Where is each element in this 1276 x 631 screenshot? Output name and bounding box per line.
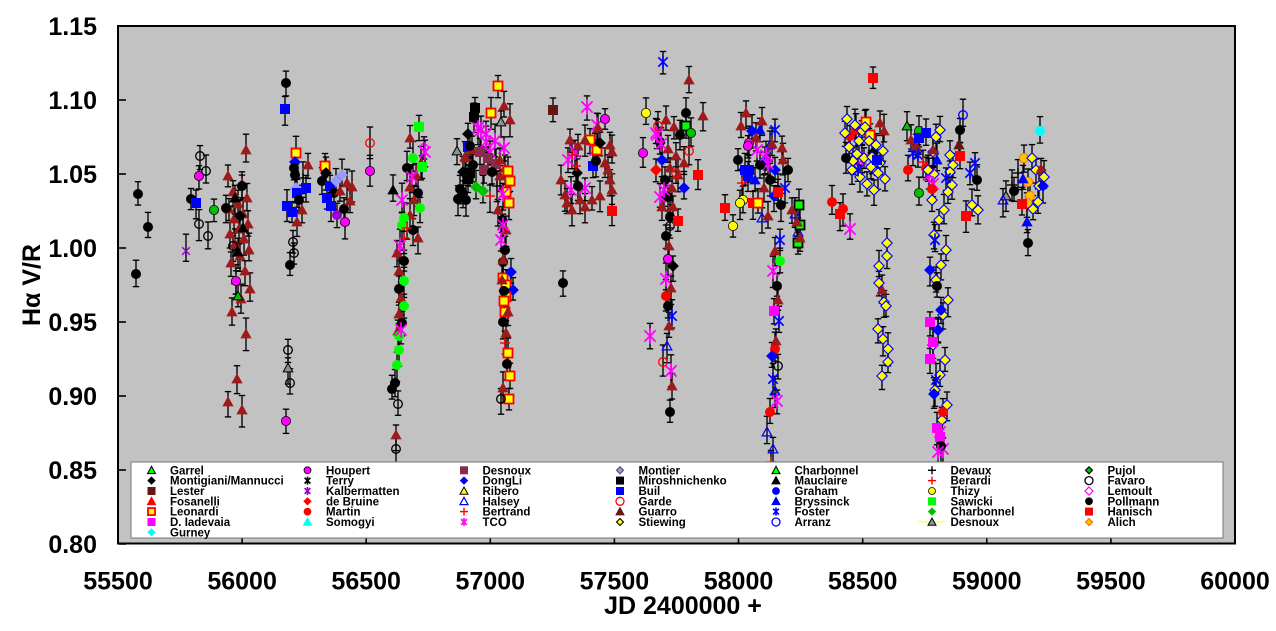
svg-text:D. Iadevaia: D. Iadevaia [170,517,231,529]
svg-text:JD 2400000 +: JD 2400000 + [604,592,762,620]
svg-text:Pollmann: Pollmann [1108,496,1160,508]
svg-text:0.85: 0.85 [48,457,97,485]
svg-text:Lemoult: Lemoult [1108,486,1153,498]
svg-text:Buil: Buil [639,486,661,498]
svg-text:Garde: Garde [639,496,672,508]
svg-text:Graham: Graham [795,486,838,498]
svg-text:1.00: 1.00 [48,235,97,263]
svg-text:Montier: Montier [639,465,681,477]
svg-text:Garrel: Garrel [170,465,204,477]
svg-text:60000: 60000 [1200,568,1270,596]
svg-text:Ribero: Ribero [483,486,519,498]
svg-text:Foster: Foster [795,507,831,519]
svg-text:Kalbermatten: Kalbermatten [326,486,400,498]
svg-text:Guarro: Guarro [639,507,677,519]
svg-text:Martin: Martin [326,507,361,519]
svg-text:57500: 57500 [580,568,650,596]
svg-text:1.05: 1.05 [48,161,97,189]
svg-text:1.15: 1.15 [48,13,97,41]
svg-text:Stiewing: Stiewing [639,517,686,529]
svg-text:58000: 58000 [704,568,774,596]
svg-text:TCO: TCO [483,517,507,529]
svg-text:56500: 56500 [331,568,401,596]
svg-text:Pujol: Pujol [1108,465,1136,477]
svg-text:Alich: Alich [1108,517,1136,529]
svg-text:Somogyi: Somogyi [326,517,375,529]
svg-text:0.80: 0.80 [48,531,97,559]
svg-text:Leonardi: Leonardi [170,507,219,519]
svg-text:1.10: 1.10 [48,87,97,115]
svg-text:56000: 56000 [207,568,277,596]
svg-text:Favaro: Favaro [1108,476,1146,488]
svg-text:55500: 55500 [83,568,153,596]
svg-text:Hanisch: Hanisch [1108,507,1153,519]
svg-text:Montigiani/Mannucci: Montigiani/Mannucci [170,476,284,488]
svg-text:57000: 57000 [456,568,526,596]
svg-text:Hα V/R: Hα V/R [18,244,46,326]
svg-text:Fosanelli: Fosanelli [170,496,220,508]
svg-text:de Bruine: de Bruine [326,496,379,508]
svg-text:Gurney: Gurney [170,527,211,539]
svg-text:Devaux: Devaux [951,465,993,477]
svg-text:Thizy: Thizy [951,486,981,498]
svg-text:Desnoux: Desnoux [483,465,532,477]
svg-text:Desnoux: Desnoux [951,517,1000,529]
svg-text:Mauclaire: Mauclaire [795,476,848,488]
svg-text:Bertrand: Bertrand [483,507,531,519]
svg-text:Houpert: Houpert [326,465,370,477]
svg-text:Terry: Terry [326,476,355,488]
svg-text:Berardi: Berardi [951,476,991,488]
svg-text:58500: 58500 [828,568,898,596]
svg-text:Bryssinck: Bryssinck [795,496,851,508]
svg-text:Sawicki: Sawicki [951,496,993,508]
svg-text:Lester: Lester [170,486,205,498]
svg-text:Halsey: Halsey [483,496,521,508]
svg-text:Charbonnel: Charbonnel [951,507,1015,519]
svg-text:59500: 59500 [1076,568,1146,596]
svg-text:0.90: 0.90 [48,383,97,411]
svg-text:0.95: 0.95 [48,309,97,337]
svg-text:DongLi: DongLi [483,476,523,488]
svg-text:Arranz: Arranz [795,517,832,529]
svg-text:Miroshnichenko: Miroshnichenko [639,476,727,488]
svg-text:59000: 59000 [952,568,1022,596]
svg-text:Charbonnel: Charbonnel [795,465,859,477]
